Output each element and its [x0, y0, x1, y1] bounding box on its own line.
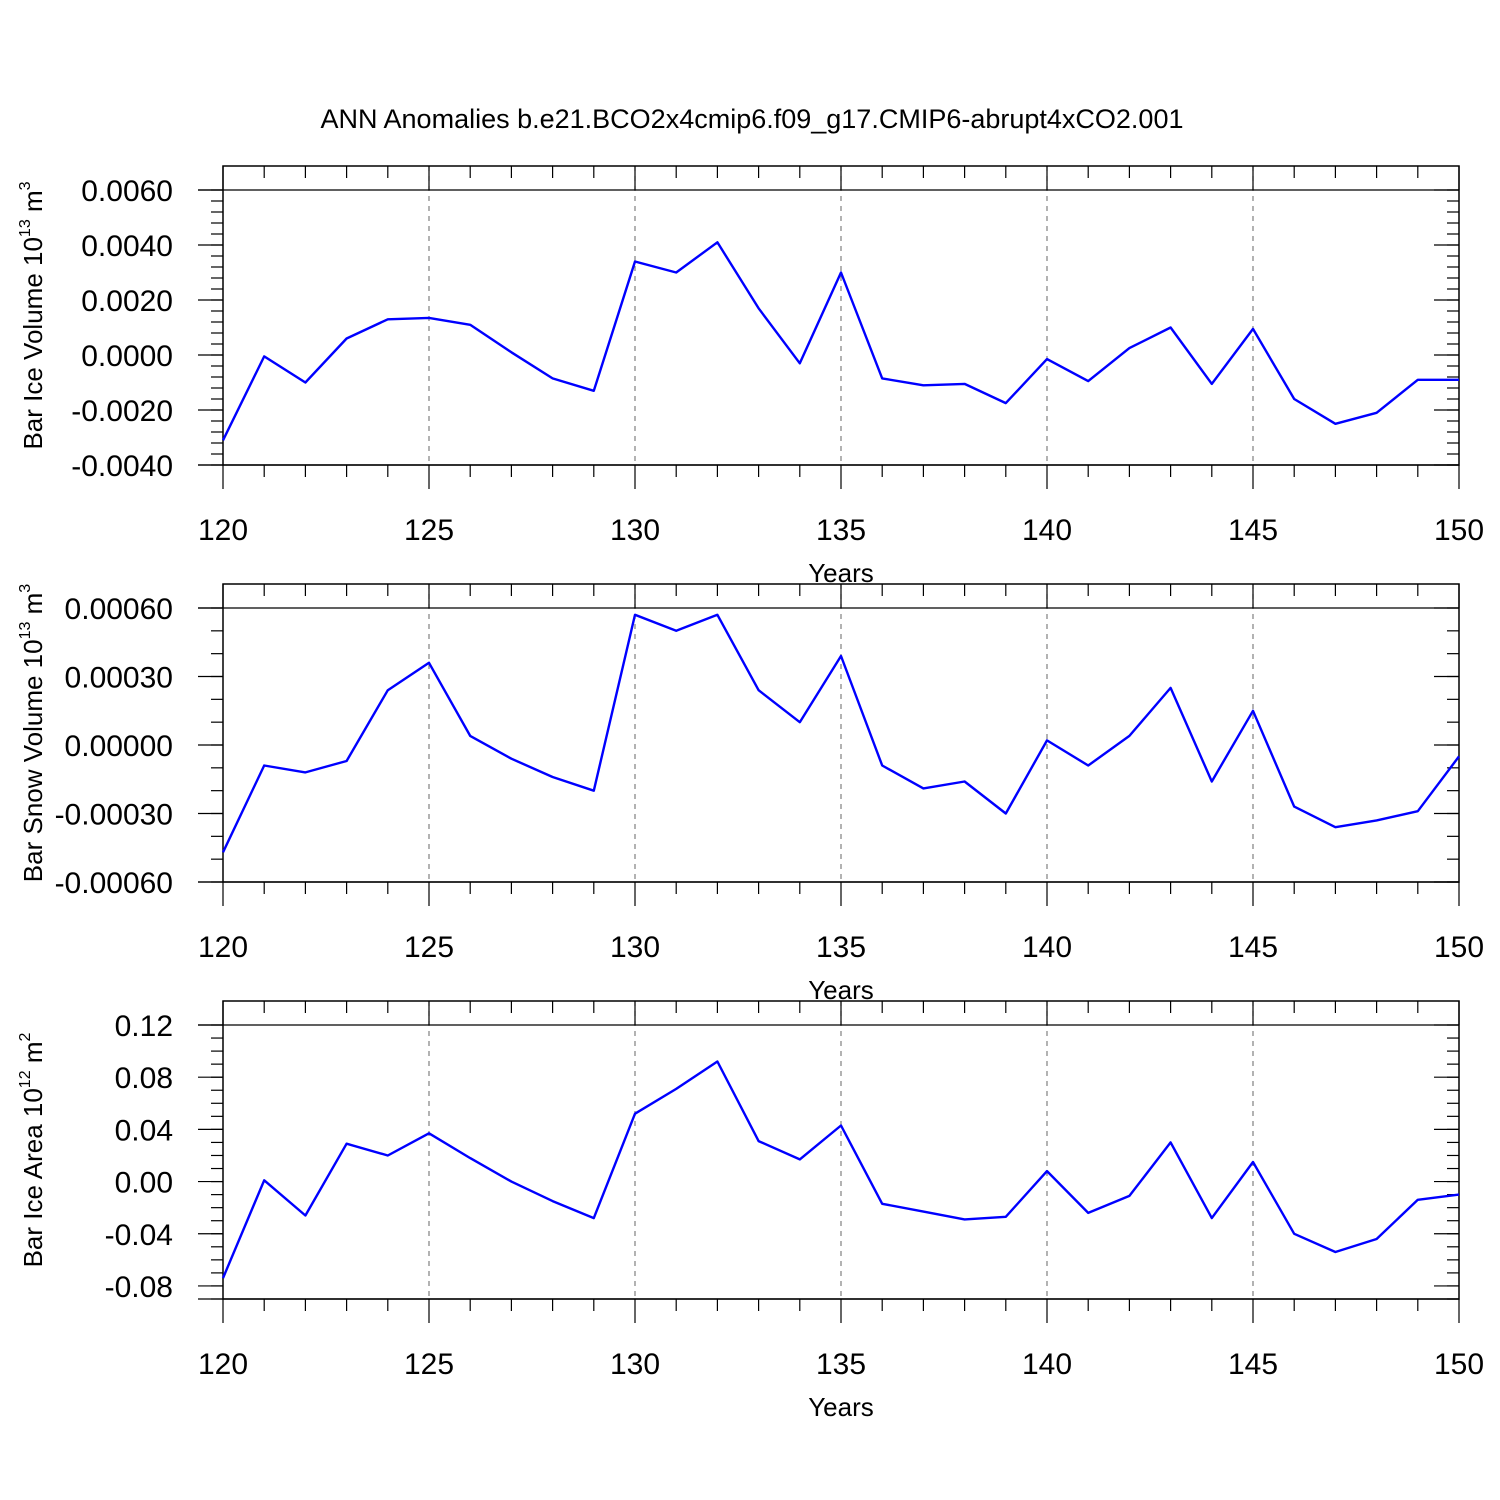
- series-line: [221, 241, 1459, 441]
- y-tick-label: 0.00030: [65, 662, 173, 695]
- y-tick-label: 0.00: [115, 1167, 173, 1200]
- y-tick-label: 0.08: [115, 1062, 173, 1095]
- x-tick-label: 125: [404, 931, 454, 964]
- y-tick-label: -0.00030: [55, 799, 173, 832]
- y-axis-title-main: Bar Ice Area 10: [18, 1088, 48, 1267]
- x-tick-label: 145: [1228, 1348, 1278, 1381]
- y-axis-title: Bar Ice Volume 1013 m3: [17, 181, 48, 449]
- x-tick-label: 150: [1434, 931, 1484, 964]
- chart-title: ANN Anomalies b.e21.BCO2x4cmip6.f09_g17.…: [321, 104, 1184, 134]
- y-tick-label: -0.08: [105, 1271, 173, 1304]
- x-tick-label: 120: [198, 514, 248, 547]
- x-tick-label: 120: [198, 931, 248, 964]
- y-axis-title-unit: m: [18, 1041, 48, 1070]
- x-tick-label: 130: [610, 1348, 660, 1381]
- x-tick-label: 135: [816, 1348, 866, 1381]
- y-tick-label: 0.12: [115, 1010, 173, 1043]
- x-tick-label: 120: [198, 1348, 248, 1381]
- y-tick-label: -0.04: [105, 1219, 173, 1252]
- y-axis-title-exponent: 13: [17, 621, 34, 639]
- x-tick-label: 125: [404, 1348, 454, 1381]
- y-axis-title-exponent: 12: [17, 1070, 34, 1088]
- y-tick-label: 0.0060: [81, 175, 173, 208]
- y-axis-title-main: Bar Ice Volume 10: [18, 237, 48, 449]
- y-tick-label: -0.0020: [71, 395, 173, 428]
- y-tick-label: 0.04: [115, 1114, 173, 1147]
- x-tick-label: 130: [610, 514, 660, 547]
- y-tick-label: 0.0000: [81, 340, 173, 373]
- panel-3: 0.12 0.08 0.04 0.00 -0.04 -0.08 120 125 130 135 14…: [17, 1000, 1484, 1422]
- y-tick-label: -0.00060: [55, 867, 173, 900]
- x-axis-title: Years: [808, 975, 874, 1005]
- x-tick-label: 130: [610, 931, 660, 964]
- x-tick-label: 125: [404, 514, 454, 547]
- y-axis-title: Bar Snow Volume 1013 m3: [17, 584, 48, 883]
- y-axis-title-unit: m: [18, 190, 48, 219]
- y-axis-title-unit-exponent: 3: [17, 181, 34, 190]
- y-axis-title-main: Bar Snow Volume 10: [18, 639, 48, 882]
- panel-2: 0.00060 0.00030 0.00000 -0.00030 -0.00060 120…: [17, 583, 1484, 1005]
- x-tick-label: 150: [1434, 1348, 1484, 1381]
- x-axis-title: Years: [808, 558, 874, 588]
- x-tick-label: 140: [1022, 514, 1072, 547]
- x-tick-label: 135: [816, 931, 866, 964]
- y-tick-label: 0.00060: [65, 593, 173, 626]
- y-axis-title-unit-exponent: 2: [17, 1032, 34, 1041]
- x-axis-title: Years: [808, 1392, 874, 1422]
- x-tick-label: 140: [1022, 1348, 1072, 1381]
- y-tick-label: -0.0040: [71, 450, 173, 483]
- x-tick-label: 145: [1228, 514, 1278, 547]
- x-tick-label: 145: [1228, 931, 1278, 964]
- y-axis-title-unit: m: [18, 593, 48, 622]
- y-axis-title-exponent: 13: [17, 219, 34, 237]
- y-axis-title: Bar Ice Area 1012 m2: [17, 1032, 48, 1267]
- x-tick-label: 140: [1022, 931, 1072, 964]
- series-line: [221, 1060, 1460, 1279]
- y-axis-title-unit-exponent: 3: [17, 584, 34, 593]
- chart-panels: 0.0060 0.0040 0.0020 0.0000 -0.0020 -0.0040 12…: [17, 165, 1484, 1422]
- y-tick-label: 0.0040: [81, 230, 173, 263]
- series-line: [221, 613, 1460, 853]
- panel-1: 0.0060 0.0040 0.0020 0.0000 -0.0020 -0.0040 12…: [17, 165, 1484, 588]
- x-tick-label: 150: [1434, 514, 1484, 547]
- x-tick-label: 135: [816, 514, 866, 547]
- y-tick-label: 0.00000: [65, 730, 173, 763]
- y-tick-label: 0.0020: [81, 285, 173, 318]
